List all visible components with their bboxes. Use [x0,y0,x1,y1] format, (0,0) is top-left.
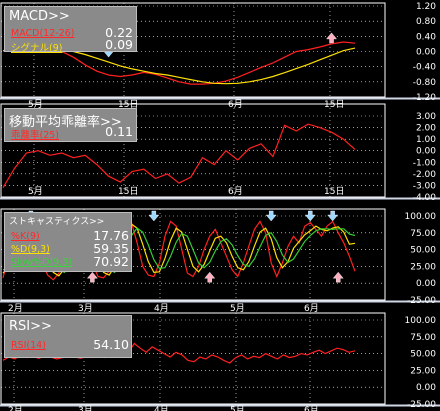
stochastics-y-tick-label: 100.00 [405,212,437,222]
macd-legend: MACD>> MACD(12-26) 0.22 シグナル(9) 0.09 [4,6,137,54]
macd-y-tick-label: -1.20 [413,93,437,103]
stochastics-legend: ストキャスティクス>> %K(9) 17.76 %D(9,3) 59.35 Sl… [4,212,132,272]
stochastics-y-tick-label: 25.00 [410,262,436,272]
stochastics-x-tick-label: 3月 [78,303,93,314]
k-label[interactable]: %K(9) [11,231,40,242]
macd-x-tick-label: 15日 [324,99,344,110]
rsi-y-tick-label: -25.00 [407,400,436,410]
rsi-x-tick-label: 2月 [8,405,23,411]
macd-x-tick-label: 5月 [28,99,43,110]
macd-y-tick-label: 0.40 [416,32,436,42]
sell-signal-arrow-icon [304,210,316,222]
rsi-y-tick-label: 25.00 [410,366,436,376]
divergence-y-tick-label: -1.00 [413,158,437,168]
series-line-1 [2,221,356,277]
rsi-y-tick-label: 100.00 [405,316,437,326]
divergence-x-tick-label: 15日 [118,186,138,197]
macd-legend-row: MACD(12-26) 0.22 [11,25,135,40]
stochastics-x-tick-label: 4月 [154,303,169,314]
macd-y-tick-label: 0.80 [416,17,436,27]
macd-x-tick-label: 6月 [228,99,243,110]
stochastics-x-tick-label: 5月 [230,303,245,314]
rsi-value: 54.10 [93,337,129,352]
macd-y-tick-label: -0.40 [413,63,437,73]
sell-signal-arrow-icon [327,210,339,222]
rsi-y-tick-label: 75.00 [410,333,436,343]
divergence-y-tick-label: -3.00 [413,181,437,191]
divergence-x-tick-label: 5月 [28,186,43,197]
k-value: 17.76 [93,228,129,243]
slowd-label[interactable]: Slow%D(9,3) [11,257,73,268]
macd-value: 0.22 [105,25,133,40]
buy-signal-arrow-icon [86,271,98,283]
rsi-x-tick-label: 6月 [304,405,319,411]
divergence-y-tick-label: -4.00 [413,193,437,203]
divergence-x-tick-label: 6月 [228,186,243,197]
stochastics-y-tick-label: 50.00 [410,246,436,256]
rsi-label[interactable]: RSI(14) [11,340,46,351]
signal-legend-row: シグナル(9) 0.09 [11,37,135,54]
macd-title[interactable]: MACD>> [9,9,70,24]
divergence-x-tick-label: 15日 [324,186,344,197]
signal-value: 0.09 [105,37,133,52]
k-legend-row: %K(9) 17.76 [11,228,129,243]
rsi-title[interactable]: RSI>> [9,319,52,334]
divergence-y-tick-label: 0.00 [416,147,436,157]
rsi-legend-row: RSI(14) 54.10 [11,337,129,352]
signal-label[interactable]: シグナル(9) [11,43,63,54]
slowd-value: 70.92 [93,254,129,269]
stochastics-title[interactable]: ストキャスティクス>> [9,217,105,227]
slowd-legend-row: Slow%D(9,3) 70.92 [11,254,129,269]
divergence-value: 0.11 [105,124,133,139]
buy-signal-arrow-icon [332,271,344,283]
d-legend-row: %D(9,3) 59.35 [11,241,129,256]
buy-signal-arrow-icon [204,271,216,283]
divergence-y-tick-label: 1.00 [416,135,436,145]
rsi-x-tick-label: 5月 [230,405,245,411]
rsi-x-tick-label: 3月 [78,405,93,411]
series-line-0 [2,123,356,189]
macd-y-tick-label: 1.20 [416,2,436,12]
d-value: 59.35 [93,241,129,256]
macd-y-tick-label: 0.00 [416,48,436,58]
d-label[interactable]: %D(9,3) [11,244,50,255]
divergence-legend-row: 乖離率(25) 0.11 [11,124,135,141]
rsi-y-tick-label: 50.00 [410,350,436,360]
divergence-label[interactable]: 乖離率(25) [11,130,60,141]
divergence-title[interactable]: 移動平均乖離率>> [9,115,122,130]
rsi-y-tick-label: 0.00 [416,383,436,393]
macd-y-tick-label: -0.80 [413,78,437,88]
stochastics-y-tick-label: 75.00 [410,229,436,239]
rsi-legend: RSI>> RSI(14) 54.10 [4,315,132,358]
divergence-y-tick-label: -2.00 [413,170,437,180]
divergence-y-tick-label: 2.00 [416,124,436,134]
rsi-x-tick-label: 4月 [154,405,169,411]
stochastics-x-tick-label: 6月 [304,303,319,314]
sell-signal-arrow-icon [265,210,277,222]
stochastics-x-tick-label: 2月 [8,303,23,314]
divergence-y-tick-label: 3.00 [416,112,436,122]
macd-x-tick-label: 15日 [118,99,138,110]
stochastics-y-tick-label: 0.00 [416,279,436,289]
divergence-legend: 移動平均乖離率>> 乖離率(25) 0.11 [4,108,137,142]
sell-signal-arrow-icon [148,210,160,222]
stochastics-y-tick-label: -25.00 [407,296,436,306]
buy-signal-arrow-icon [326,32,337,44]
macd-label[interactable]: MACD(12-26) [11,28,75,39]
